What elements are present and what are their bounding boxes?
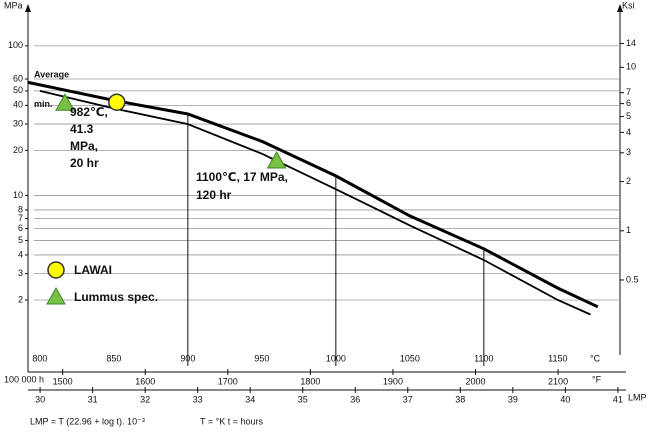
x-tick-label: 1050 — [400, 353, 420, 363]
f_axis-tick-label: 2000 — [465, 376, 485, 386]
lmp_axis-tick-label: 31 — [88, 394, 98, 404]
x-tick-label: 1150 — [548, 353, 567, 363]
y-tick-label: 2 — [18, 294, 23, 304]
lmp_axis-tick-label: 41 — [613, 394, 623, 404]
y-tick-label: 10 — [13, 190, 23, 200]
y2-tick-label: 5 — [626, 111, 631, 121]
legend-marker — [47, 261, 65, 279]
f_axis-tick-label: 1900 — [383, 376, 403, 386]
lmp_axis-tick-label: 30 — [35, 394, 45, 404]
f_axis-tick-label: 1700 — [218, 376, 238, 386]
y2-tick-label: 14 — [626, 38, 636, 48]
x-tick-label: 850 — [106, 353, 121, 363]
y-tick-label: 3 — [18, 268, 23, 278]
legend-label: Lummus spec. — [74, 290, 158, 304]
f_axis-tick-label: 1800 — [300, 376, 320, 386]
y-tick-label: 5 — [18, 235, 23, 245]
y2-tick-label: 10 — [626, 62, 636, 72]
marker — [108, 93, 126, 111]
lmp_axis-tick-label: 35 — [298, 394, 308, 404]
f_axis-tick-label: 1600 — [135, 376, 155, 386]
legend-marker — [46, 286, 66, 305]
annotation: 20 hr — [70, 156, 99, 170]
y2-axis-arrow — [617, 4, 623, 12]
y-tick-label: 4 — [18, 249, 23, 259]
lmp_axis-tick-label: 38 — [455, 394, 465, 404]
marker — [55, 93, 75, 111]
formula: T = °K t = hours — [200, 416, 263, 426]
y-axis-label: MPa — [4, 0, 23, 10]
lmp_axis-tick-label: 34 — [245, 394, 255, 404]
lmp_axis-tick-label: 36 — [350, 394, 360, 404]
y2-tick-label: 0.5 — [626, 274, 639, 284]
lmp_axis-tick-label: 33 — [193, 394, 203, 404]
y2-tick-label: 2 — [626, 176, 631, 186]
series-label: min. — [34, 99, 53, 109]
series-label: Average — [34, 70, 69, 80]
y-tick-label: 20 — [13, 145, 23, 155]
x-tick-label: 950 — [254, 353, 269, 363]
formula: LMP = T (22.96 + log t). 10⁻³ — [30, 416, 145, 426]
lmp_axis-tick-label: 40 — [560, 394, 570, 404]
y-tick-label: 100 — [8, 40, 23, 50]
lmp-axis-label: LMP — [628, 392, 647, 402]
x-axis-label: °C — [590, 353, 601, 363]
annotation: MPa, — [70, 139, 98, 153]
y-tick-label: 50 — [13, 85, 23, 95]
y-tick-label: 7 — [18, 213, 23, 223]
x-tick-label: 800 — [32, 353, 47, 363]
legend-label: LAWAI — [74, 263, 112, 277]
f-axis-label: °F — [592, 374, 602, 384]
line-series — [27, 80, 599, 309]
y2-axis-label: Ksi — [622, 0, 635, 10]
f_axis-tick-label: 1500 — [53, 376, 73, 386]
y-tick-label: 60 — [13, 73, 23, 83]
y-tick-label: 30 — [13, 118, 23, 128]
y2-tick-label: 6 — [626, 98, 631, 108]
marker — [266, 150, 287, 169]
y-tick-label: 8 — [18, 204, 23, 214]
annotation: 120 hr — [196, 188, 232, 202]
y2-tick-label: 1 — [626, 225, 631, 235]
annotation: 41.3 — [70, 122, 94, 136]
y-tick-label: 6 — [18, 223, 23, 233]
annotation: 982℃, — [70, 105, 108, 119]
f-axis-note: 100 000 h — [4, 374, 44, 384]
y-axis-arrow — [25, 4, 31, 12]
y2-tick-label: 4 — [626, 127, 631, 137]
f_axis-tick-label: 2100 — [548, 376, 568, 386]
annotation: 1100℃, 17 MPa, — [196, 170, 288, 184]
lmp_axis-tick-label: 39 — [508, 394, 518, 404]
lmp_axis-tick-label: 37 — [403, 394, 413, 404]
y-tick-label: 40 — [13, 100, 23, 110]
y2-tick-label: 3 — [626, 147, 631, 157]
y2-tick-label: 7 — [626, 87, 631, 97]
lmp_axis-tick-label: 32 — [140, 394, 150, 404]
